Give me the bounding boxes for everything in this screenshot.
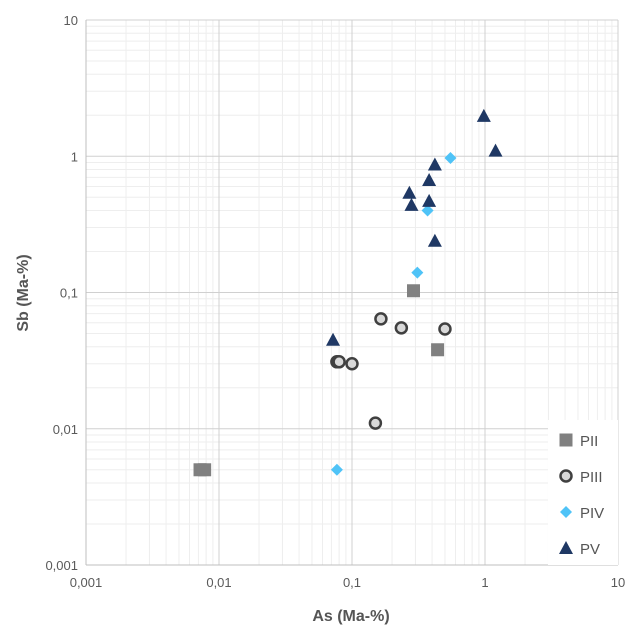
data-point-pii [431, 343, 445, 357]
data-point-pv [422, 193, 437, 207]
data-point-pv [326, 332, 341, 346]
data-point-piii [438, 322, 452, 336]
grid [85, 19, 619, 566]
legend-label-piv: PIV [580, 505, 604, 522]
legend-label-piii: PIII [580, 469, 603, 486]
data-point-piv [411, 266, 424, 279]
legend-label-pv: PV [580, 541, 600, 558]
data-point-pv [488, 143, 503, 157]
data-point-piii [332, 355, 346, 369]
x-tick-label: 10 [611, 575, 625, 590]
data-point-piv [330, 463, 343, 476]
data-point-pv [427, 157, 442, 171]
data-point-piii [374, 312, 388, 326]
data-point-pv [427, 233, 442, 247]
legend: PII PIII PIV PV [548, 420, 618, 565]
x-tick-label: 0,1 [343, 575, 361, 590]
legend-marker-piii [559, 469, 573, 483]
data-point-piii [368, 416, 383, 430]
tick-labels: 0,001 0,01 0,1 1 10 0,001 0,01 0,1 1 10 [45, 13, 625, 590]
data-point-pii [198, 463, 212, 477]
y-tick-label: 1 [71, 149, 78, 164]
y-tick-label: 0,001 [45, 558, 78, 573]
legend-marker-piv [560, 506, 572, 518]
data-point-pv [404, 197, 419, 211]
y-tick-label: 10 [64, 13, 78, 28]
x-tick-label: 1 [481, 575, 488, 590]
data-point-pv [402, 185, 417, 199]
data-point-piv [421, 204, 434, 217]
y-axis-title: Sb (Ma-%) [15, 254, 32, 331]
x-tick-label: 0,01 [206, 575, 231, 590]
axes [85, 20, 618, 566]
legend-marker-pii [559, 433, 573, 447]
y-tick-label: 0,1 [60, 286, 78, 301]
data-point-pv [476, 108, 491, 122]
data-point-pii [406, 284, 420, 298]
x-tick-label: 0,001 [70, 575, 103, 590]
data-points [193, 108, 503, 477]
y-tick-label: 0,01 [53, 422, 78, 437]
legend-label-pii: PII [580, 433, 598, 450]
legend-marker-pv [559, 541, 573, 554]
data-point-pv [422, 172, 437, 186]
data-point-piii [345, 356, 359, 371]
x-axis-title: As (Ma-%) [312, 608, 389, 625]
data-point-piv [444, 152, 457, 165]
data-point-piii [394, 321, 409, 335]
